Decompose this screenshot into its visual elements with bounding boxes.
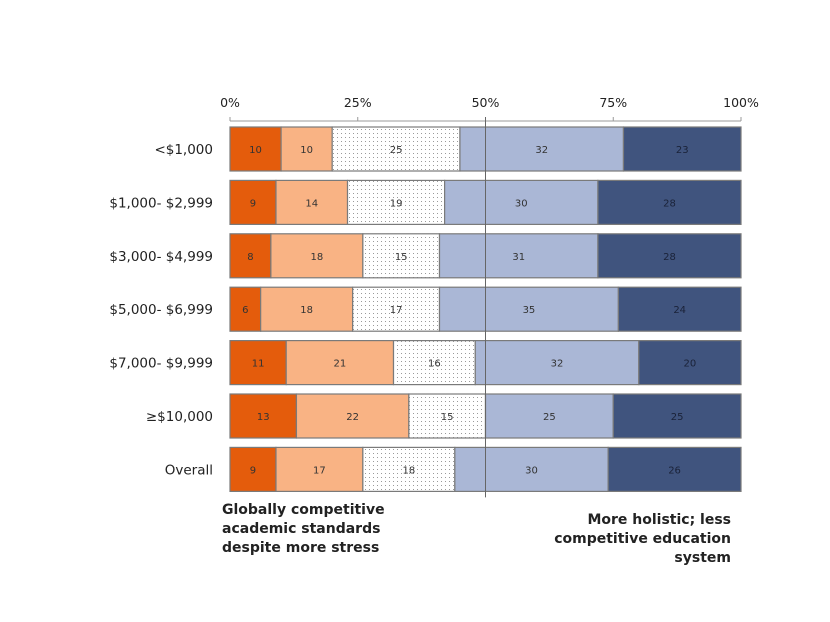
- data-label: 32: [551, 359, 564, 370]
- tick-label: 25%: [344, 95, 372, 110]
- data-label: 22: [346, 412, 359, 423]
- tick-label: 75%: [599, 95, 627, 110]
- data-label: 8: [247, 252, 253, 263]
- category-label: Overall: [165, 462, 213, 478]
- bar-segment: [331, 126, 461, 172]
- data-label: 26: [668, 465, 681, 476]
- bars: 10 10 25 32 23 9 14 19 30 28 8 18 15 31 28 6 18 17 35 24 11 2…: [229, 126, 742, 492]
- bar-segment: [229, 126, 282, 172]
- category-label: $1,000- $2,999: [109, 195, 213, 211]
- data-label: 28: [663, 252, 676, 263]
- bar-segment: [275, 446, 364, 492]
- bar-segment: [597, 179, 742, 225]
- data-label: 13: [257, 412, 270, 423]
- data-label: 32: [535, 145, 548, 156]
- category-label: $5,000- $6,999: [109, 302, 213, 318]
- bar-segment: [352, 286, 441, 332]
- data-label: 30: [525, 465, 538, 476]
- bar-segment: [408, 393, 487, 439]
- tick-label: 50%: [472, 95, 500, 110]
- data-label: 15: [441, 412, 454, 423]
- bar-segment: [362, 446, 456, 492]
- annotation-right: More holistic; less competitive educatio…: [554, 512, 731, 566]
- bar-segment: [285, 340, 395, 386]
- bar-segment: [459, 126, 625, 172]
- data-label: 17: [390, 305, 403, 316]
- bar-segment: [474, 340, 640, 386]
- data-label: 30: [515, 198, 528, 209]
- bar-segment: [270, 233, 364, 279]
- bar-segment: [229, 393, 298, 439]
- data-label: 25: [390, 145, 403, 156]
- category-labels: <$1,000 $1,000- $2,999 $3,000- $4,999 $5,00…: [109, 142, 213, 478]
- data-label: 20: [684, 359, 697, 370]
- bar-segment: [454, 446, 609, 492]
- bar-segment: [362, 233, 441, 279]
- bar-segment: [229, 446, 277, 492]
- data-label: 9: [250, 198, 256, 209]
- bar-segment: [597, 233, 742, 279]
- bar-segment: [438, 286, 619, 332]
- data-label: 11: [252, 359, 265, 370]
- bar-segment: [607, 446, 742, 492]
- data-label: 10: [300, 145, 313, 156]
- data-label: 25: [671, 412, 684, 423]
- bar-segment: [229, 286, 262, 332]
- x-axis: 0% 25% 50% 75% 100%: [220, 95, 759, 122]
- data-label: 16: [428, 359, 441, 370]
- data-label: 6: [242, 305, 248, 316]
- data-label: 31: [512, 252, 525, 263]
- data-label: 21: [333, 359, 346, 370]
- data-label: 18: [300, 305, 313, 316]
- data-label: 28: [663, 198, 676, 209]
- bar-segment: [444, 179, 599, 225]
- bar-segment: [638, 340, 742, 386]
- category-label: $3,000- $4,999: [109, 249, 213, 265]
- bar-segment: [392, 340, 476, 386]
- data-label: 24: [673, 305, 686, 316]
- tick-label: 0%: [220, 95, 240, 110]
- data-label: 17: [313, 465, 326, 476]
- data-label: 14: [305, 198, 318, 209]
- bar-segment: [229, 340, 287, 386]
- category-label: <$1,000: [154, 142, 213, 158]
- data-label: 9: [250, 465, 256, 476]
- bar-segment: [617, 286, 742, 332]
- bar-segment: [229, 179, 277, 225]
- annotation-left: Globally competitive academic standards …: [222, 502, 385, 556]
- data-label: 25: [543, 412, 556, 423]
- data-label: 23: [676, 145, 689, 156]
- bar-segment: [229, 233, 272, 279]
- bar-segment: [438, 233, 599, 279]
- bar-segment: [295, 393, 410, 439]
- bar-segment: [260, 286, 354, 332]
- bar-segment: [280, 126, 333, 172]
- data-label: 15: [395, 252, 408, 263]
- bar-segment: [622, 126, 742, 172]
- tick-label: 100%: [723, 95, 759, 110]
- data-label: 10: [249, 145, 262, 156]
- data-label: 19: [390, 198, 403, 209]
- data-label: 35: [523, 305, 536, 316]
- category-label: $7,000- $9,999: [109, 356, 213, 372]
- data-label: 18: [311, 252, 324, 263]
- bar-segment: [612, 393, 742, 439]
- category-label: ≥$10,000: [146, 409, 213, 425]
- data-label: 18: [402, 465, 415, 476]
